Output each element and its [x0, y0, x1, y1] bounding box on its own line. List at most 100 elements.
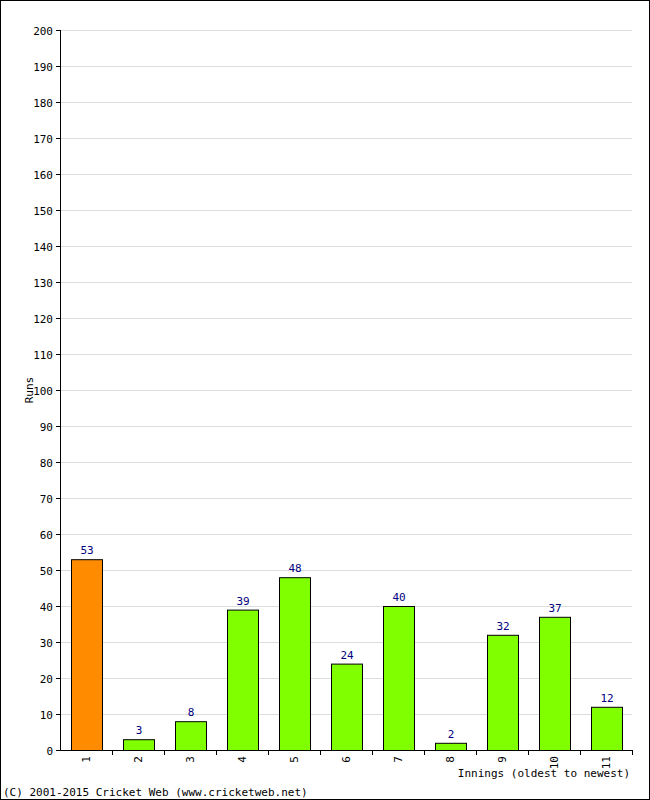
y-tick-label: 110: [33, 349, 53, 362]
y-tick: [56, 282, 60, 283]
grid-line: [60, 210, 632, 211]
x-tick: [528, 750, 529, 755]
y-tick: [56, 426, 60, 427]
y-tick-label: 60: [40, 529, 53, 542]
y-tick: [56, 354, 60, 355]
bars: [72, 560, 623, 750]
y-tick: [56, 570, 60, 571]
y-tick: [56, 246, 60, 247]
bar: [124, 740, 155, 750]
y-tick-label: 200: [33, 25, 53, 38]
y-tick: [56, 678, 60, 679]
data-label: 3: [136, 724, 143, 737]
data-label: 48: [288, 562, 301, 575]
data-label: 37: [548, 602, 561, 615]
x-tick: [580, 750, 581, 755]
y-tick: [56, 390, 60, 391]
x-tick-label: 3: [184, 756, 197, 763]
y-tick: [56, 318, 60, 319]
y-tick: [56, 534, 60, 535]
x-tick: [164, 750, 165, 755]
bar: [436, 743, 467, 750]
y-tick-label: 30: [40, 637, 53, 650]
x-tick-label: 9: [496, 756, 509, 763]
y-tick-label: 150: [33, 205, 53, 218]
data-label: 2: [448, 728, 455, 741]
grid-line: [60, 498, 632, 499]
frame: [1, 1, 650, 800]
y-tick-label: 180: [33, 97, 53, 110]
x-tick-label: 6: [340, 756, 353, 763]
y-tick: [56, 714, 60, 715]
bar: [72, 560, 103, 750]
grid-line: [60, 138, 632, 139]
y-tick-label: 40: [40, 601, 53, 614]
y-tick-label: 20: [40, 673, 53, 686]
bar: [592, 707, 623, 750]
x-tick: [112, 750, 113, 755]
grid-line: [60, 462, 632, 463]
bar: [540, 617, 571, 750]
y-axis-label: Runs: [23, 377, 36, 404]
x-tick: [424, 750, 425, 755]
grid-line: [60, 426, 632, 427]
grid-line: [60, 30, 632, 31]
x-tick-label: 7: [392, 756, 405, 763]
y-tick: [56, 66, 60, 67]
x-tick-label: 1: [80, 756, 93, 763]
grid-line: [60, 750, 632, 751]
grid-line: [60, 606, 632, 607]
y-tick-label: 90: [40, 421, 53, 434]
data-label: 24: [340, 649, 354, 662]
y-tick: [56, 462, 60, 463]
data-label: 40: [392, 591, 405, 604]
y-tick: [56, 750, 60, 751]
grid-line: [60, 390, 632, 391]
y-tick: [56, 210, 60, 211]
x-tick-label: 4: [236, 756, 249, 763]
grid-line: [60, 66, 632, 67]
data-label: 39: [236, 595, 249, 608]
y-tick: [56, 642, 60, 643]
grid-line: [60, 354, 632, 355]
y-tick-label: 160: [33, 169, 53, 182]
grid-line: [60, 174, 632, 175]
y-tick-label: 80: [40, 457, 53, 470]
y-tick-label: 130: [33, 277, 53, 290]
x-axis: [60, 750, 632, 751]
x-tick: [216, 750, 217, 755]
y-tick-label: 50: [40, 565, 53, 578]
data-label: 53: [80, 544, 93, 557]
x-tick-label: 2: [132, 756, 145, 763]
y-tick-label: 190: [33, 61, 53, 74]
bar: [488, 635, 519, 750]
bar: [280, 578, 311, 750]
y-tick-label: 100: [33, 385, 53, 398]
x-tick: [320, 750, 321, 755]
x-tick-label: 5: [288, 756, 301, 763]
y-axis: [60, 30, 61, 751]
y-tick-label: 0: [46, 745, 53, 758]
y-tick-label: 70: [40, 493, 53, 506]
data-label: 12: [600, 692, 613, 705]
grid-line: [60, 246, 632, 247]
y-tick: [56, 498, 60, 499]
bar: [228, 610, 259, 750]
grid-line: [60, 102, 632, 103]
y-tick: [56, 102, 60, 103]
x-axis-label: Innings (oldest to newest): [458, 767, 630, 780]
grid-line: [60, 282, 632, 283]
x-tick: [632, 750, 633, 755]
x-tick: [476, 750, 477, 755]
bar: [332, 664, 363, 750]
grid-line: [60, 318, 632, 319]
y-tick-label: 170: [33, 133, 53, 146]
bar: [384, 607, 415, 751]
x-tick: [268, 750, 269, 755]
y-tick: [56, 30, 60, 31]
x-tick-label: 8: [444, 756, 457, 763]
y-tick-label: 140: [33, 241, 53, 254]
grid-line: [60, 570, 632, 571]
grid-line: [60, 534, 632, 535]
annotation: (C) 2001-2015 Cricket Web (www.cricketwe…: [3, 786, 308, 799]
